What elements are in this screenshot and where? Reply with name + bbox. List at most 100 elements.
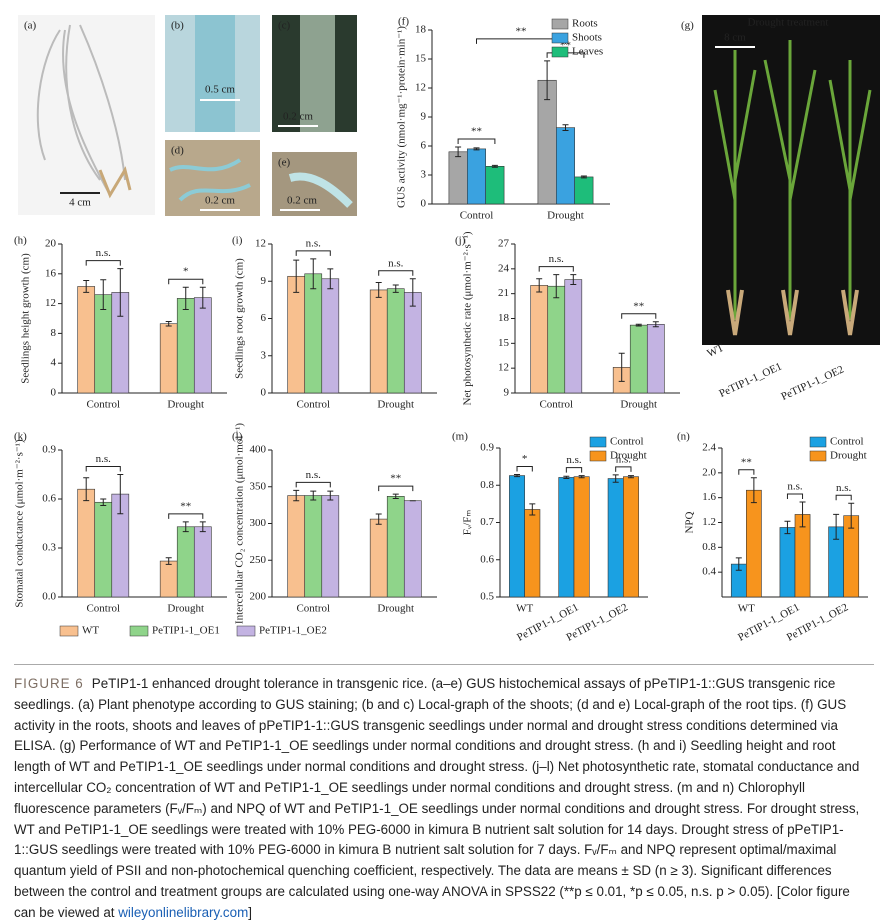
significance-bracket bbox=[516, 465, 533, 472]
y-tick-label: 0.7 bbox=[480, 516, 494, 528]
error-bar bbox=[310, 258, 317, 290]
bar bbox=[646, 323, 665, 394]
legend-swatch bbox=[59, 625, 79, 637]
photo-e bbox=[272, 152, 357, 216]
error-bar bbox=[635, 323, 642, 327]
bar bbox=[448, 151, 468, 205]
bar bbox=[524, 509, 541, 598]
error-bar bbox=[562, 124, 569, 132]
error-bar bbox=[199, 286, 206, 309]
significance-label: * bbox=[522, 453, 528, 465]
y-tick-label: 0.6 bbox=[480, 553, 494, 565]
shoot bbox=[195, 15, 235, 132]
y-tick-label: 20 bbox=[45, 238, 57, 250]
figure: (a) 4 cm (b) 0.5 cm (c) 0.2 cm (d) 0.2 c… bbox=[14, 15, 880, 644]
y-tick-label: 3 bbox=[421, 169, 427, 181]
significance-label: n.s. bbox=[549, 253, 565, 265]
panel-label: (l) bbox=[232, 431, 243, 443]
x-tick-label: Control bbox=[296, 399, 330, 411]
significance-label: ** bbox=[180, 500, 191, 512]
significance-bracket bbox=[786, 493, 804, 500]
y-tick-label: 0.5 bbox=[480, 591, 494, 603]
y-tick-label: 4 bbox=[51, 357, 57, 369]
significance-label: n.s. bbox=[836, 482, 852, 494]
error-bar bbox=[544, 60, 551, 101]
y-tick-label: 27 bbox=[498, 238, 510, 250]
significance-bracket bbox=[85, 466, 121, 472]
bar bbox=[369, 289, 388, 394]
bar bbox=[386, 288, 405, 394]
plant-label: PeTIP1-1_OE1 bbox=[717, 360, 784, 400]
y-axis-label: Seedlings height growth (cm) bbox=[20, 253, 32, 384]
significance-bracket bbox=[295, 481, 331, 488]
bar bbox=[509, 475, 525, 598]
panel-label: (j) bbox=[455, 235, 466, 247]
error-bar bbox=[652, 321, 659, 328]
bar bbox=[321, 278, 340, 394]
y-axis-label: Intercellular CO₂ concentration (μmol·mo… bbox=[234, 423, 246, 625]
legend-label: WT bbox=[82, 625, 99, 637]
y-tick-label: 0.9 bbox=[480, 442, 494, 454]
error-bar bbox=[784, 520, 791, 535]
panel-label: (e) bbox=[278, 157, 291, 169]
photo-d bbox=[165, 140, 260, 216]
error-bar bbox=[455, 146, 462, 158]
y-tick-label: 400 bbox=[250, 444, 267, 456]
error-bar bbox=[199, 521, 206, 533]
error-bar bbox=[578, 475, 585, 479]
panel-label: (n) bbox=[677, 431, 690, 443]
significance-bracket bbox=[457, 138, 496, 144]
y-axis-label: Seedlings root growth (cm) bbox=[234, 258, 246, 379]
error-bar bbox=[536, 278, 543, 293]
legend-label: Control bbox=[830, 436, 864, 448]
error-bar bbox=[833, 513, 840, 540]
bar bbox=[77, 286, 96, 394]
divider bbox=[14, 664, 874, 665]
legend-swatch bbox=[236, 625, 256, 637]
significance-bracket bbox=[168, 278, 204, 285]
error-bar bbox=[553, 274, 560, 299]
y-tick-label: 18 bbox=[498, 312, 510, 324]
error-bar bbox=[293, 259, 300, 293]
legend-swatch bbox=[809, 436, 827, 448]
bar bbox=[530, 285, 549, 394]
error-bar bbox=[83, 280, 90, 293]
y-tick-label: 0.4 bbox=[702, 566, 716, 578]
bar bbox=[159, 323, 178, 394]
y-axis-label: GUS activity (nmol·mg⁻¹·protein·min⁻¹) bbox=[396, 26, 408, 208]
bar bbox=[564, 279, 583, 394]
significance-bracket bbox=[378, 270, 414, 276]
scale-label: 4 cm bbox=[69, 197, 91, 209]
y-tick-label: 16 bbox=[45, 267, 57, 279]
error-bar bbox=[375, 281, 382, 298]
y-tick-label: 21 bbox=[498, 287, 509, 299]
error-bar bbox=[83, 477, 90, 502]
y-tick-label: 9 bbox=[504, 387, 510, 399]
significance-bracket bbox=[738, 469, 755, 475]
bar bbox=[607, 478, 624, 598]
plants bbox=[713, 40, 872, 320]
y-tick-label: 0 bbox=[421, 198, 427, 210]
significance-label: n.s. bbox=[306, 469, 322, 481]
x-tick-label: Drought bbox=[167, 603, 204, 615]
y-tick-label: 0 bbox=[51, 387, 57, 399]
y-axis-label: NPQ bbox=[684, 511, 696, 533]
significance-label: ** bbox=[390, 473, 401, 485]
bar bbox=[547, 285, 566, 394]
bar bbox=[623, 476, 639, 598]
y-tick-label: 3 bbox=[261, 349, 267, 361]
bar bbox=[746, 489, 762, 598]
y-tick-label: 15 bbox=[415, 53, 427, 65]
legend-swatch bbox=[551, 46, 569, 58]
panel-label: (i) bbox=[232, 235, 243, 247]
caption-link[interactable]: wileyonlinelibrary.com bbox=[118, 904, 249, 920]
y-tick-label: 9 bbox=[421, 111, 427, 123]
significance-bracket bbox=[378, 485, 414, 492]
panel-label: (h) bbox=[14, 235, 27, 247]
error-bar bbox=[293, 489, 300, 502]
y-tick-label: 12 bbox=[255, 238, 266, 250]
bar bbox=[176, 526, 195, 598]
significance-bracket bbox=[565, 467, 583, 473]
y-tick-label: 300 bbox=[250, 517, 267, 529]
bar bbox=[159, 560, 178, 598]
